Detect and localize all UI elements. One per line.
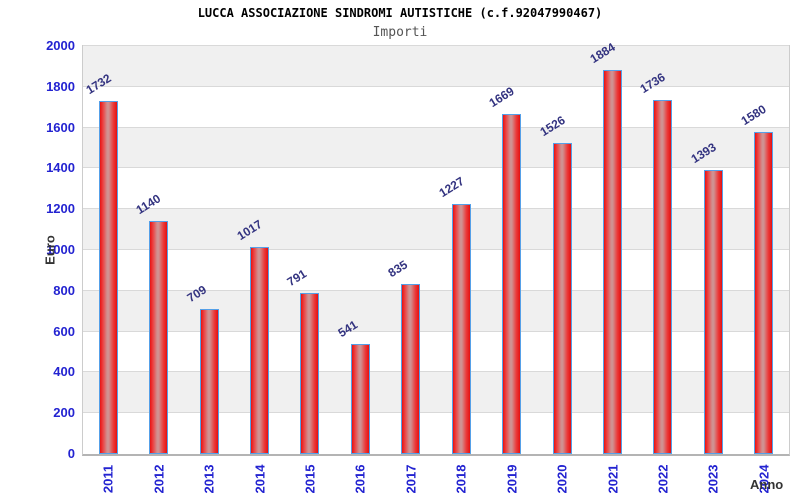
y-tick-label: 1600 xyxy=(46,119,75,135)
x-tick-label: 2017 xyxy=(403,464,419,494)
y-tick-label: 800 xyxy=(53,282,75,298)
x-axis-title: Anno xyxy=(750,477,784,492)
gridline xyxy=(83,126,789,128)
bar xyxy=(199,309,219,454)
chart-subtitle: Importi xyxy=(372,25,428,40)
y-tick-label: 200 xyxy=(53,405,75,421)
gridline xyxy=(83,289,789,291)
bar xyxy=(552,142,572,454)
x-tick-label: 2019 xyxy=(504,464,520,494)
x-tick-label: 2021 xyxy=(605,464,620,494)
x-tick-label: 2016 xyxy=(352,464,368,494)
gridline xyxy=(83,85,789,87)
x-tick-label: 2012 xyxy=(151,464,167,494)
x-tick-label: 2022 xyxy=(655,464,671,494)
y-axis-title: Euro xyxy=(42,235,58,265)
y-tick-label: 2000 xyxy=(46,38,75,53)
plot-band xyxy=(83,331,789,373)
gridline xyxy=(83,371,789,373)
y-tick-label: 1400 xyxy=(46,160,75,176)
y-tick-label: 1800 xyxy=(46,78,75,94)
bar xyxy=(149,221,169,454)
x-tick-label: 2013 xyxy=(201,464,217,494)
plot-band xyxy=(83,209,789,250)
plot-band xyxy=(83,413,789,454)
bar xyxy=(401,283,421,454)
y-tick-label: 1200 xyxy=(46,201,75,217)
plot-band xyxy=(83,46,789,87)
y-tick-label: 400 xyxy=(53,364,75,380)
bar xyxy=(250,246,269,454)
chart-title: LUCCA ASSOCIAZIONE SINDROMI AUTISTICHE (… xyxy=(197,6,603,20)
x-tick-label: 2011 xyxy=(100,464,116,494)
y-tick-label: 600 xyxy=(53,323,75,339)
bar xyxy=(502,113,522,454)
plot-band xyxy=(83,250,789,291)
gridline xyxy=(83,249,789,250)
gridline xyxy=(83,45,789,46)
plot-band xyxy=(83,86,789,128)
x-tick-label: 2023 xyxy=(705,464,721,494)
bar xyxy=(703,169,723,454)
y-tick-label: 1000 xyxy=(46,242,75,257)
bar xyxy=(451,203,471,454)
bar xyxy=(98,100,118,454)
x-tick-label: 2014 xyxy=(252,464,267,494)
gridline xyxy=(83,167,789,169)
x-tick-label: 2020 xyxy=(554,464,570,494)
bar xyxy=(754,131,774,454)
gridline xyxy=(83,330,789,332)
gridline xyxy=(83,412,789,414)
gridline xyxy=(83,208,789,210)
bar xyxy=(603,69,622,454)
plot-band xyxy=(83,372,789,414)
x-tick-label: 2015 xyxy=(302,464,318,494)
x-tick-label: 2018 xyxy=(453,464,469,494)
bar xyxy=(300,292,320,454)
y-tick-label: 0 xyxy=(67,446,75,461)
plot-band xyxy=(83,127,789,169)
bar xyxy=(350,343,370,454)
plot-area xyxy=(82,45,790,456)
bar xyxy=(653,99,673,454)
